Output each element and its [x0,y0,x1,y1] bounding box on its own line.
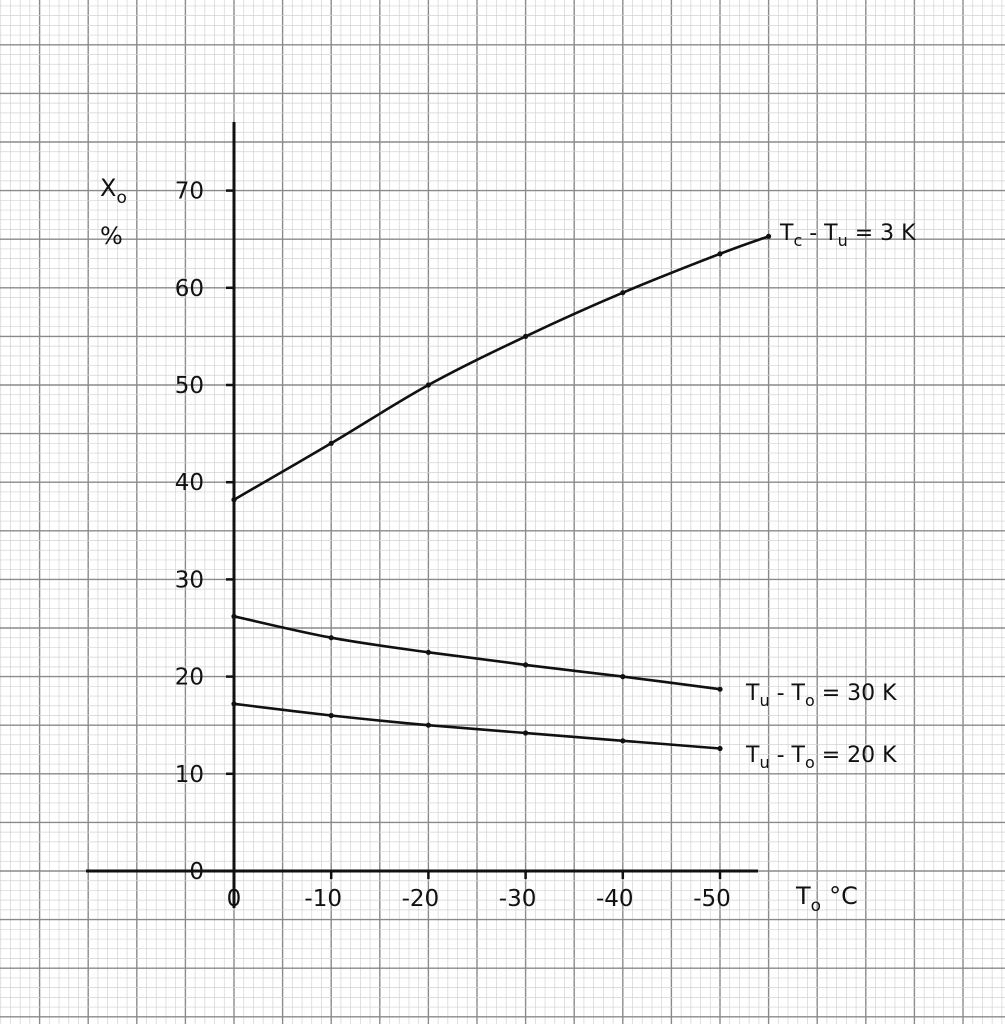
data-point [523,730,529,736]
x-tick-label: -40 [596,886,634,912]
data-point [620,290,626,296]
y-axis-label: Xo [100,174,127,208]
series-line [232,702,722,750]
data-point [523,333,529,339]
data-point [231,613,237,619]
ticks: 0 10 20 30 40 50 60 70 0 -10 -20 -30 -40 -50 [175,179,731,912]
data-point [620,738,626,744]
series-line [232,235,770,501]
data-point [425,382,431,388]
data-point [717,686,723,692]
x-tick-label: -30 [499,886,537,912]
data-point [717,251,723,257]
y-tick-label: 10 [175,762,204,788]
y-tick-label: 30 [175,567,204,593]
y-tick-label: 70 [175,179,204,205]
data-point [328,440,334,446]
x-axis-label: To °C [795,882,858,916]
axes [86,122,758,908]
x-tick-label: -20 [402,886,440,912]
y-tick-label: 50 [175,373,204,399]
data-point [523,662,529,668]
x-tick-label: 0 [227,886,242,912]
series-label: Tu - To = 30 K [745,681,897,710]
data-point [717,745,723,752]
series-label: Tu - To = 20 K [745,743,897,772]
series-line [232,615,722,691]
y-tick-label: 20 [175,665,204,691]
series: Tc - Tu = 3 K Tu - To = 30 K Tu - To = 20 … [231,221,916,772]
y-tick-label: 0 [189,859,204,885]
data-point [425,649,431,655]
y-tick-label: 60 [175,276,204,302]
x-tick-label: -50 [693,886,731,912]
y-axis-unit: % [100,222,123,250]
data-point [231,497,237,503]
data-point [328,712,334,719]
data-point [766,233,772,239]
data-point [620,674,626,680]
y-tick-label: 40 [175,470,204,496]
series-label: Tc - Tu = 3 K [779,221,916,250]
data-point [328,635,334,641]
data-point [231,701,237,707]
x-tick-label: -10 [304,886,342,912]
data-point [425,722,431,728]
